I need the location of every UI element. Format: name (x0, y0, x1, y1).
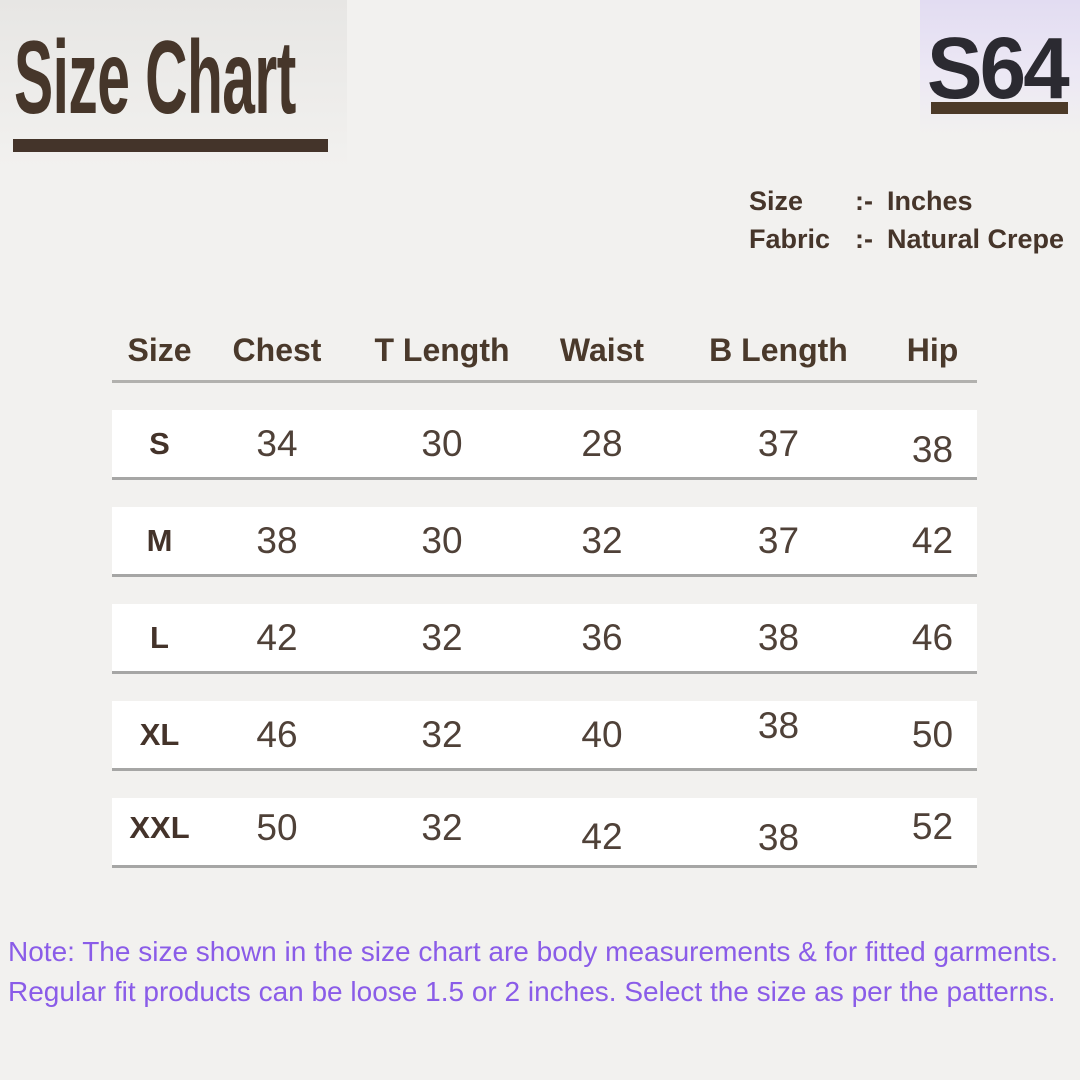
size-label: XL (139, 717, 180, 752)
info-fabric-separator: :- (855, 224, 873, 254)
page-title: Size Chart (14, 20, 296, 136)
size-table: Size Chest T Length Waist B Length Hip S… (112, 320, 977, 868)
title-underline (13, 139, 328, 152)
b-length-value: 37 (757, 423, 800, 464)
column-header-size: Size (127, 332, 192, 368)
table-row-m: M 38 30 32 37 42 (112, 507, 977, 577)
hip-value: 42 (911, 520, 954, 561)
table-row-xl: XL 46 32 40 38 50 (112, 701, 977, 771)
chest-value: 46 (256, 714, 298, 755)
waist-value: 28 (581, 423, 623, 464)
column-header-chest: Chest (232, 332, 322, 368)
column-header-hip: Hip (906, 332, 959, 368)
info-row-fabric: Fabric :- Natural Crepe (749, 220, 1064, 258)
info-size-value: Inches (887, 186, 973, 216)
info-size-separator: :- (855, 186, 873, 216)
column-header-waist: Waist (559, 332, 645, 368)
note-line-2: Regular fit products can be loose 1.5 or… (8, 976, 1056, 1007)
info-fabric-value: Natural Crepe (887, 224, 1065, 254)
t-length-value: 32 (421, 617, 463, 658)
style-code: S64 (927, 20, 1070, 117)
size-label: M (146, 523, 173, 558)
note-line-1: Note: The size shown in the size chart a… (8, 936, 1058, 967)
table-row-s: S 34 30 28 37 38 (112, 410, 977, 480)
product-info: Size :- Inches Fabric :- Natural Crepe (749, 182, 1064, 258)
table-row-xxl: XXL 50 32 42 38 52 (112, 798, 977, 868)
b-length-value: 37 (757, 520, 800, 561)
waist-value: 42 (581, 816, 623, 857)
b-length-value: 38 (757, 817, 800, 858)
b-length-value: 38 (757, 617, 800, 658)
t-length-value: 30 (421, 520, 463, 561)
chest-value: 50 (256, 807, 298, 848)
t-length-value: 30 (421, 423, 463, 464)
size-label: L (150, 620, 169, 655)
size-label: XXL (129, 810, 190, 845)
chest-value: 42 (256, 617, 298, 658)
table-header-row: Size Chest T Length Waist B Length Hip (112, 320, 977, 383)
column-header-b-length: B Length (709, 332, 848, 368)
waist-value: 36 (581, 617, 623, 658)
waist-value: 40 (581, 714, 623, 755)
style-code-underline (931, 102, 1068, 114)
hip-value: 50 (911, 714, 954, 755)
hip-value: 46 (911, 617, 954, 658)
t-length-value: 32 (421, 714, 463, 755)
table-row-l: L 42 32 36 38 46 (112, 604, 977, 674)
t-length-value: 32 (421, 807, 463, 848)
info-fabric-label: Fabric (749, 224, 831, 254)
info-size-label: Size (749, 186, 804, 216)
size-label: S (149, 426, 170, 461)
hip-value: 52 (911, 806, 954, 847)
info-row-size: Size :- Inches (749, 182, 1064, 220)
chest-value: 34 (256, 423, 298, 464)
waist-value: 32 (581, 520, 623, 561)
column-header-t-length: T Length (374, 332, 510, 368)
b-length-value: 38 (757, 705, 800, 746)
note-text: Note: The size shown in the size chart a… (8, 932, 1074, 1012)
hip-value: 38 (911, 429, 954, 470)
chest-value: 38 (256, 520, 298, 561)
